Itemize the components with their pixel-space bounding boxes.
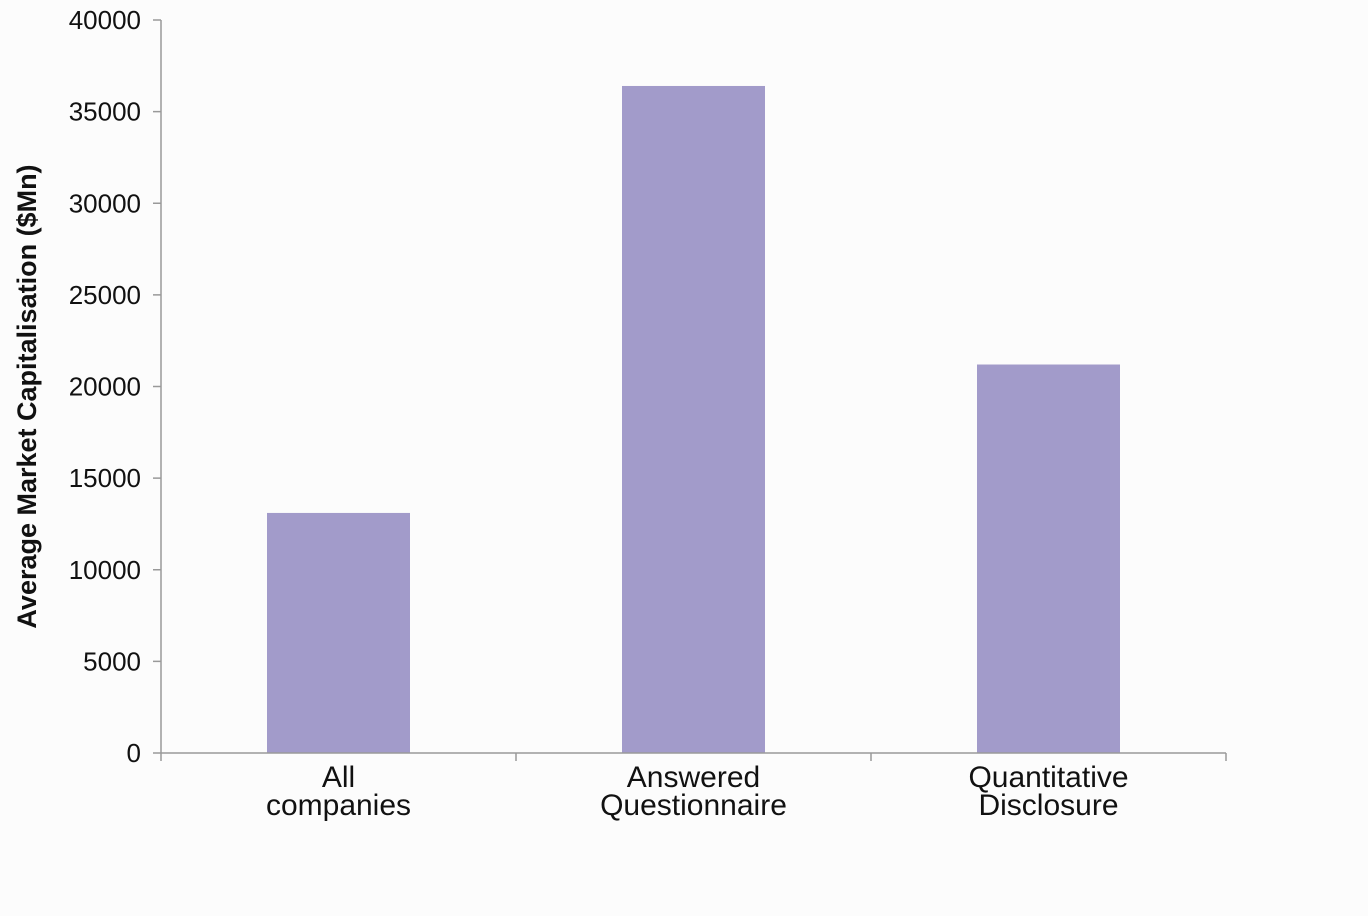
x-category-label: Answered (627, 761, 760, 794)
y-tick-label: 25000 (69, 280, 141, 310)
y-tick-label: 35000 (69, 97, 141, 127)
bar-0 (267, 512, 410, 753)
y-tick-label: 15000 (69, 463, 141, 493)
y-tick-label: 0 (127, 738, 141, 768)
y-tick-label: 30000 (69, 188, 141, 218)
x-category-label: companies (266, 789, 411, 822)
y-tick-label: 5000 (83, 646, 141, 676)
x-category-label: Quantitative (968, 761, 1128, 794)
bars (267, 85, 1120, 754)
x-category-label: Disclosure (978, 789, 1118, 822)
x-category-label: All (322, 761, 355, 794)
x-category-label: Questionnaire (600, 789, 787, 822)
bar-1 (622, 85, 765, 754)
axes (160, 20, 1227, 761)
y-axis-title: Average Market Capitalisation ($Mn) (12, 164, 42, 628)
y-axis-ticks: 0 5000 10000 15000 20000 25000 30000 35000 40000 (69, 5, 161, 768)
bar-2 (977, 364, 1120, 753)
y-tick-label: 40000 (69, 5, 141, 35)
y-tick-label: 10000 (69, 555, 141, 585)
y-tick-label: 20000 (69, 372, 141, 402)
